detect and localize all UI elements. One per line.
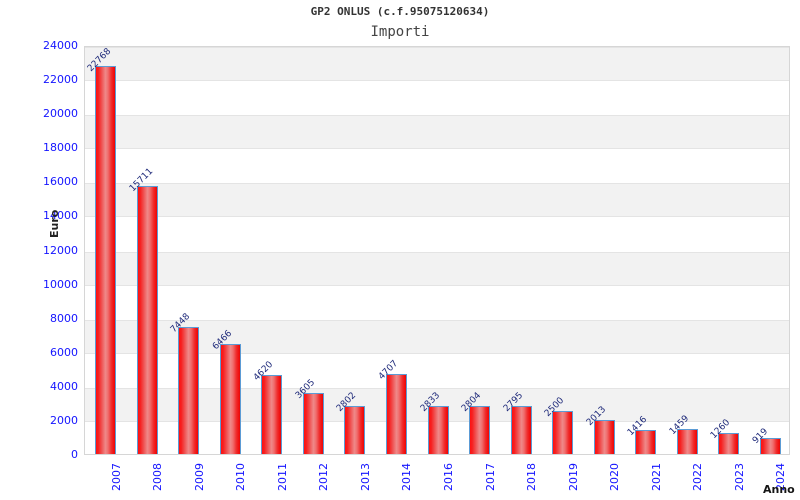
x-axis-ticks: 2007 2008 2009 2010 2011 2012 2013 2014 2016 2017… bbox=[84, 455, 790, 500]
y-tick-label: 0 bbox=[71, 448, 78, 461]
bar-2014[interactable] bbox=[385, 373, 407, 454]
bar-2011[interactable] bbox=[261, 375, 283, 454]
y-tick-label: 16000 bbox=[43, 175, 78, 189]
x-tick-label: 2019 bbox=[566, 463, 580, 491]
gridband bbox=[85, 183, 789, 218]
bar-2012[interactable] bbox=[302, 392, 324, 454]
bar-2007[interactable] bbox=[95, 66, 117, 454]
bar-2009[interactable] bbox=[178, 327, 200, 454]
y-axis-ticks: 0 2000 4000 6000 8000 10000 12000 14000 16000 180… bbox=[0, 0, 78, 500]
x-tick-label: 2016 bbox=[442, 463, 455, 491]
gridband bbox=[85, 251, 789, 286]
x-tick-label: 2013 bbox=[358, 463, 372, 491]
y-tick-label: 8000 bbox=[50, 311, 78, 325]
bar-2008[interactable] bbox=[136, 186, 158, 454]
x-tick-label: 2018 bbox=[525, 463, 539, 491]
plot-area: 22768 15711 7448 6466 4620 3605 2802 4707 2833 28… bbox=[84, 46, 790, 455]
y-tick-label: 22000 bbox=[43, 73, 78, 87]
x-axis-title: Anno bbox=[763, 483, 795, 496]
bar-2018[interactable] bbox=[510, 406, 532, 454]
gridband bbox=[85, 115, 789, 150]
bar-2017[interactable] bbox=[469, 406, 491, 454]
bar-2023[interactable] bbox=[718, 432, 740, 454]
bar-2010[interactable] bbox=[219, 343, 241, 454]
x-tick-label: 2017 bbox=[483, 463, 497, 491]
x-tick-label: 2023 bbox=[732, 463, 746, 491]
x-tick-label: 2012 bbox=[317, 463, 331, 491]
y-tick-label: 24000 bbox=[43, 39, 78, 52]
y-tick-label: 12000 bbox=[43, 243, 78, 257]
x-tick-label: 2011 bbox=[275, 463, 289, 491]
bar-2022[interactable] bbox=[676, 429, 698, 454]
y-tick-label: 20000 bbox=[43, 107, 78, 121]
y-tick-label: 6000 bbox=[50, 345, 78, 359]
gridband bbox=[85, 47, 789, 82]
x-tick-label: 2014 bbox=[400, 463, 414, 491]
x-tick-label: 2010 bbox=[234, 463, 248, 491]
x-tick-label: 2009 bbox=[192, 463, 206, 491]
y-tick-label: 14000 bbox=[43, 209, 78, 223]
y-tick-label: 4000 bbox=[50, 379, 78, 393]
bar-2020[interactable] bbox=[593, 419, 615, 454]
bar-2019[interactable] bbox=[552, 411, 574, 454]
y-tick-label: 10000 bbox=[43, 277, 78, 291]
chart-title: GP2 ONLUS (c.f.95075120634) bbox=[310, 5, 490, 18]
bar-2021[interactable] bbox=[635, 429, 657, 454]
bar-2024[interactable] bbox=[759, 438, 781, 454]
bar-2013[interactable] bbox=[344, 406, 366, 454]
chart-subtitle: Importi bbox=[370, 24, 430, 40]
y-axis-title: Euro bbox=[48, 209, 61, 238]
x-tick-label: 2020 bbox=[608, 463, 622, 491]
x-tick-label: 2021 bbox=[649, 463, 663, 491]
gridband bbox=[85, 319, 789, 354]
y-tick-label: 18000 bbox=[43, 141, 78, 155]
x-tick-label: 2007 bbox=[109, 463, 123, 491]
y-tick-label: 2000 bbox=[50, 413, 78, 427]
x-tick-label: 2022 bbox=[691, 463, 705, 491]
bar-2016[interactable] bbox=[427, 405, 449, 454]
x-tick-label: 2008 bbox=[151, 463, 165, 491]
